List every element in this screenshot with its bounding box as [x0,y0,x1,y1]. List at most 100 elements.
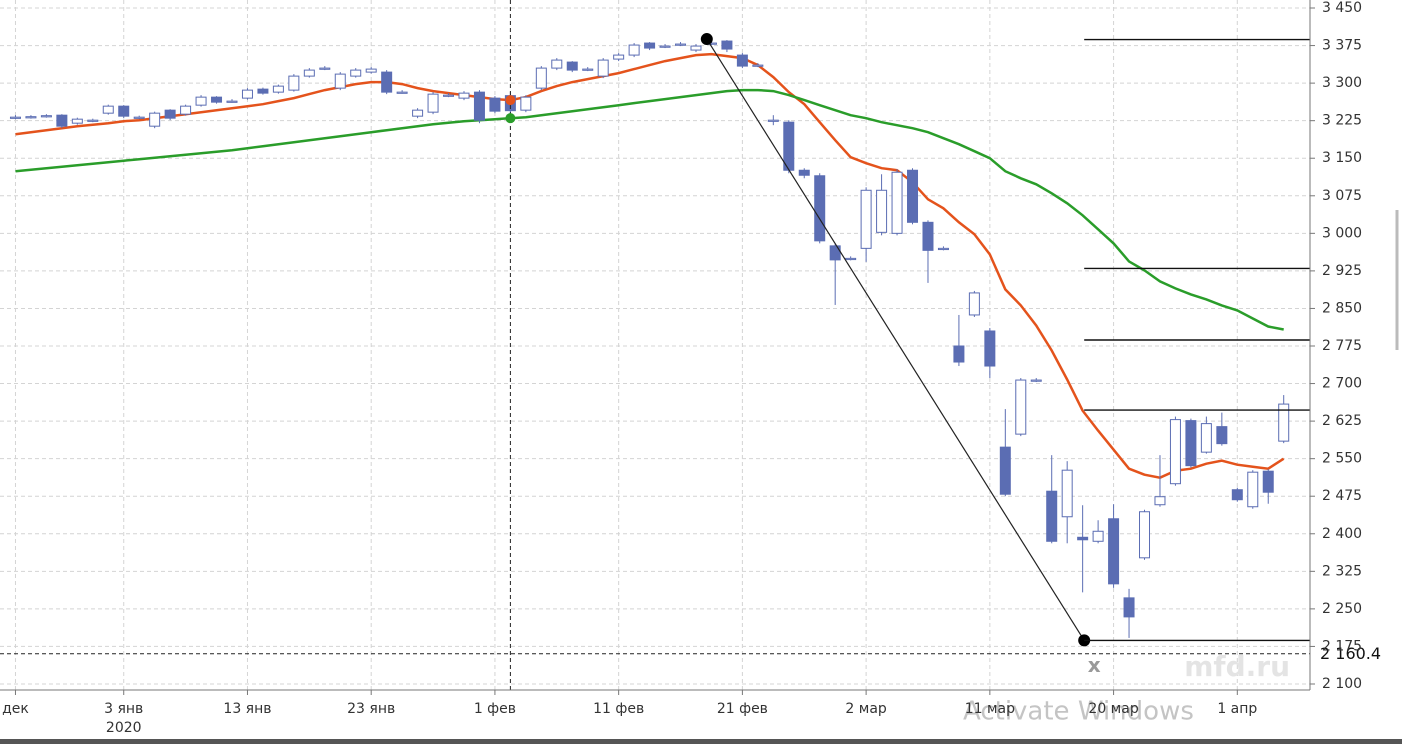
candle-body [1077,536,1089,541]
candle-body [659,45,671,48]
candle-body [241,89,253,99]
candle-body [1061,469,1073,518]
y-tick-label: 2 250 [1322,601,1362,617]
candle-body [149,112,161,127]
candle-body [999,446,1011,495]
candle-body [71,118,83,124]
candle-body [180,105,192,115]
candle-body [381,71,393,93]
candle-body [412,109,424,117]
candle-body [1200,423,1212,453]
y-tick-label: 2 550 [1322,451,1362,467]
axis-layer: 2 100 2 175 2 250 2 325 2 400 2 475 2 550 2 625… [2,0,1362,736]
x-tick-label: 11 фев [593,701,644,717]
y-tick-label: 2 850 [1322,300,1362,316]
x-tick-label: дек [2,701,29,717]
x-tick-label: 1 апр [1217,701,1257,717]
candle-body [721,40,733,50]
candle-body [829,245,841,261]
candle-body [690,45,702,51]
candle-body [582,68,594,71]
y-tick-label: 3 075 [1322,188,1362,204]
candle-body [1247,471,1259,508]
candle-body [102,105,114,114]
candle-body [798,169,810,176]
candle-body [1185,420,1197,467]
candle-body [56,114,68,127]
x-tick-label: 20 мар [1088,701,1138,717]
candle-body [40,115,52,118]
candle-body [922,221,934,251]
y-tick-label: 3 150 [1322,150,1362,166]
candle-body [164,109,176,119]
candle-body [891,171,903,234]
y-tick-label: 3 375 [1322,38,1362,54]
candle-body [597,59,609,77]
trend-point [700,33,713,46]
y-tick-label: 3 300 [1322,75,1362,91]
candle-body [303,69,315,77]
candle-body [1123,597,1135,618]
crosshair-point [505,95,516,106]
candle-body [535,67,547,89]
y-tick-label: 3 225 [1322,113,1362,129]
candle-body [1046,490,1058,542]
candle-body [907,169,919,223]
y-tick-label: 3 000 [1322,225,1362,241]
candle-body [736,54,748,67]
candle-body [1092,530,1104,542]
candle-body [937,247,949,251]
candle-body [1108,518,1120,585]
crosshair-label: 2 160.4 [1320,644,1381,663]
candle-body [860,189,872,249]
candle-body [520,96,532,111]
candle-body [1262,470,1274,493]
candle-body [288,75,300,91]
y-tick-label: 2 775 [1322,338,1362,354]
candle-body [876,189,888,233]
candle-body [984,330,996,367]
candle-body [350,69,362,77]
moving-average [15,52,1285,480]
y-tick-label: 2 100 [1322,676,1362,692]
candle-body [427,93,439,113]
candle-body [566,61,578,71]
candle-body [752,64,764,67]
candle-body [953,345,965,363]
candle-body [613,54,625,60]
candle-body [257,88,269,94]
candle-body [845,257,857,261]
candle-body [365,68,377,73]
candle-body [644,42,656,49]
candle-body [551,59,563,69]
candle-body [473,91,485,121]
x-tick-label: 23 янв [347,701,395,717]
candle-body [814,175,826,242]
candle-body [767,119,779,122]
candle-body [458,92,470,99]
x-tick-sublabel: 2020 [106,720,142,736]
crosshair-label-box [1313,641,1401,666]
candle-body [1154,496,1166,506]
candle-body [334,73,346,89]
candle-body [1030,379,1042,382]
y-tick-label: 2 700 [1322,376,1362,392]
os-overlay-text: Activate Windows [963,697,1194,727]
x-tick-label: 21 фев [717,701,768,717]
candle-body [396,91,408,94]
candle-body [1231,489,1243,501]
candle-body [319,67,331,70]
y-tick-label: 2 625 [1322,413,1362,429]
x-tick-label: 13 янв [223,701,271,717]
x-tick-label: 1 фев [474,701,516,717]
candle-body [25,116,37,119]
candle-body [195,96,207,106]
candle-body [968,292,980,316]
candle-body [1139,511,1151,559]
candle-body [211,96,223,103]
crosshair-point [505,113,516,124]
y-tick-label: 2 175 [1322,638,1362,654]
trend-line [706,38,1085,641]
candle-body [1278,403,1290,442]
